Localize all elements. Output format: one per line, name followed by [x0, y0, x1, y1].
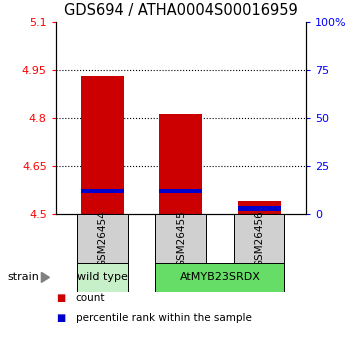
Bar: [238, 201, 280, 214]
Bar: [238, 206, 280, 210]
Text: GSM26454: GSM26454: [98, 210, 108, 267]
Text: percentile rank within the sample: percentile rank within the sample: [76, 314, 252, 323]
Text: GSM26456: GSM26456: [254, 210, 264, 267]
Bar: [77, 214, 128, 264]
Bar: [159, 188, 202, 193]
Text: strain: strain: [7, 273, 39, 282]
Bar: [81, 188, 124, 193]
Polygon shape: [41, 273, 49, 282]
Bar: [156, 214, 206, 264]
Text: count: count: [76, 294, 105, 303]
Text: ■: ■: [56, 294, 65, 303]
Bar: [234, 214, 284, 264]
Bar: [159, 114, 202, 214]
Text: ■: ■: [56, 314, 65, 323]
Text: GSM26455: GSM26455: [176, 210, 186, 267]
Title: GDS694 / ATHA0004S00016959: GDS694 / ATHA0004S00016959: [64, 3, 298, 19]
Text: AtMYB23SRDX: AtMYB23SRDX: [180, 273, 260, 282]
Text: wild type: wild type: [77, 273, 128, 282]
Bar: [81, 76, 124, 214]
Bar: [77, 263, 128, 292]
Bar: [156, 263, 284, 292]
